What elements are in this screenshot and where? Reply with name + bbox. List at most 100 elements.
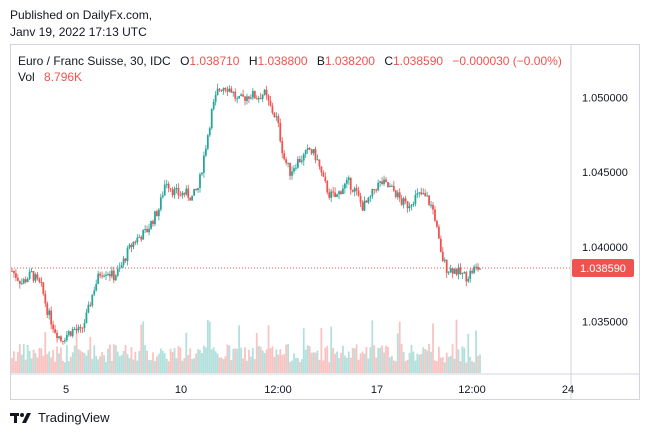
candle-body [377, 182, 380, 191]
candle-body [267, 95, 270, 101]
volume-bar [54, 361, 56, 373]
volume-bar [114, 345, 117, 373]
volume-bar [11, 357, 13, 373]
candle-body [308, 148, 311, 150]
candle-body [105, 274, 107, 276]
volume-bar [287, 344, 290, 373]
volume-bar [324, 347, 327, 373]
candle-body [298, 159, 301, 163]
volume-bar [177, 346, 180, 373]
volume-bar [34, 353, 37, 373]
volume-bar [83, 353, 86, 373]
volume-bar [197, 349, 199, 373]
candle-body [277, 116, 280, 124]
candle-body [406, 201, 409, 209]
candle-body [224, 87, 227, 90]
candle-body [396, 192, 399, 197]
candle-body [124, 258, 127, 261]
candle-body [40, 281, 43, 283]
candle-body [110, 270, 113, 277]
volume-bar [385, 345, 387, 373]
volume-bar [120, 355, 123, 373]
volume-bar [283, 354, 286, 373]
volume-bar [201, 352, 203, 373]
candle-body [73, 329, 76, 331]
candle-body [30, 271, 33, 273]
volume-bar [334, 353, 336, 373]
symbol-label[interactable]: Euro / Franc Suisse, 30, IDC [18, 54, 171, 68]
candle-body [428, 195, 430, 205]
candle-body [390, 185, 393, 187]
volume-bar [36, 357, 39, 373]
volume-bar [46, 354, 49, 373]
candle-body [222, 87, 225, 92]
volume-bar [152, 352, 154, 373]
candle-body [38, 278, 41, 282]
candle-body [157, 209, 160, 217]
candle-body [271, 105, 274, 113]
volume-bar [277, 354, 280, 373]
candle-body [183, 192, 186, 195]
volume-bar [48, 351, 51, 373]
volume-bar [457, 349, 460, 373]
candle-body [48, 310, 51, 315]
candle-body [93, 290, 96, 295]
volume-bar [295, 357, 297, 373]
volume-bar [363, 353, 366, 373]
y-tick-label: 1.035000 [582, 317, 628, 329]
volume-bar [300, 359, 303, 373]
candle-body [465, 272, 468, 282]
candle-body [269, 100, 272, 106]
volume-bar [253, 359, 256, 373]
volume-bar [259, 346, 262, 373]
change-value: −0.000030 (−0.00%) [452, 54, 562, 68]
candle-body [457, 267, 460, 275]
volume-bar [477, 355, 479, 373]
footer-brand[interactable]: TradingView [10, 410, 110, 425]
volume-bar [202, 345, 205, 373]
volume-bar [216, 353, 219, 373]
volume-bar [314, 352, 317, 373]
volume-bar [400, 343, 403, 373]
volume-bar [332, 347, 335, 373]
volume-bar [471, 361, 474, 373]
candle-body [283, 153, 286, 160]
candle-body [310, 149, 313, 154]
volume-label[interactable]: Vol [18, 70, 35, 84]
candle-body [459, 267, 462, 275]
candle-body [154, 211, 156, 225]
volume-bar [459, 361, 462, 373]
x-tick-label: 10 [175, 384, 187, 396]
volume-bar [422, 347, 425, 373]
volume-bar [89, 336, 92, 373]
candle-body [261, 94, 264, 99]
volume-bar [265, 349, 268, 373]
candle-body [167, 183, 170, 189]
volume-bar [161, 350, 164, 373]
candle-body [330, 191, 333, 198]
volume-bar [246, 360, 248, 373]
candle-body [414, 194, 417, 205]
volume-bar [255, 333, 258, 373]
candle-body [116, 268, 119, 276]
volume-bar [167, 361, 170, 373]
candle-body [46, 303, 49, 315]
candle-body [381, 181, 383, 184]
candle-body [281, 141, 284, 154]
volume-bar [144, 345, 147, 373]
candle-body [345, 179, 348, 184]
candle-body [67, 331, 70, 335]
volume-bar [40, 348, 43, 373]
candle-body [204, 148, 207, 156]
candle-body [189, 197, 192, 201]
candle-body [44, 293, 47, 304]
volume-bar [204, 347, 207, 373]
low-value: 1.038200 [324, 54, 375, 68]
volume-bar [103, 355, 105, 373]
x-tick-label: 12:00 [458, 384, 486, 396]
brand-name: TradingView [38, 410, 110, 425]
volume-bar [226, 344, 229, 373]
volume-bar [242, 358, 244, 373]
volume-bar [16, 351, 19, 373]
